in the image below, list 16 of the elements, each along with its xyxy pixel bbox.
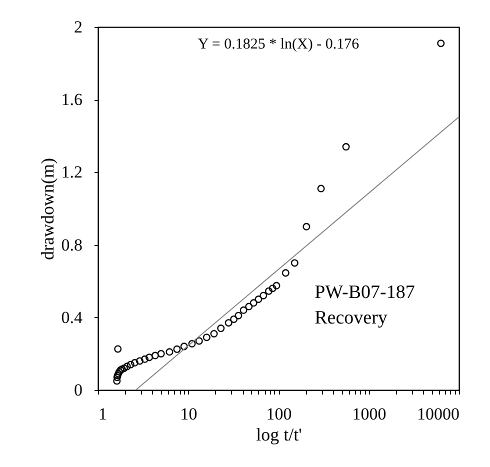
x-tick-label: 100 (266, 404, 292, 424)
x-tick-label: 10 (180, 404, 198, 424)
x-axis-title: log t/t' (256, 424, 302, 444)
y-tick-label: 0 (74, 380, 82, 400)
y-tick-label: 1.6 (61, 90, 82, 110)
y-tick-label: 2 (74, 18, 82, 36)
x-tick-label: 1 (98, 404, 107, 424)
y-tick-label: 1.2 (61, 162, 82, 182)
y-tick-label: 0.4 (61, 308, 83, 327)
x-tick-label: 10000 (417, 404, 460, 424)
x-tick-label: 1000 (352, 404, 386, 424)
annotation: Y = 0.1825 * ln(X) - 0.176 (198, 36, 360, 52)
y-axis-title: drawdown(m) (37, 158, 58, 260)
annotation: PW-B07-187 (314, 282, 415, 303)
annotation: Recovery (314, 307, 388, 328)
y-tick-label: 0.8 (61, 235, 82, 254)
